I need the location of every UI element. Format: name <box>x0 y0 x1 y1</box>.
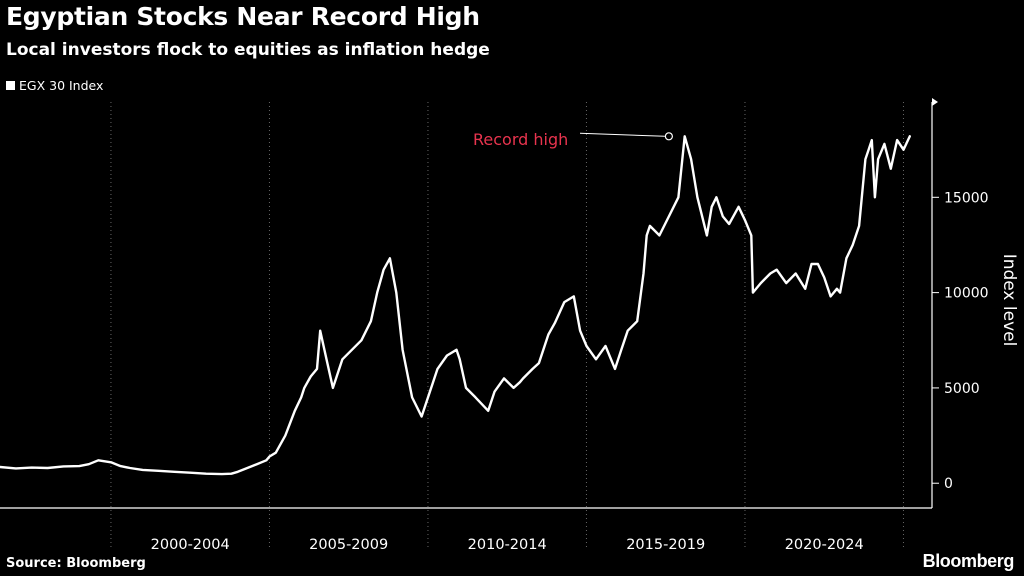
chart-title: Egyptian Stocks Near Record High <box>6 2 480 31</box>
legend-label: EGX 30 Index <box>19 78 104 93</box>
axes: 2000-2004 2005-2009 2010-2014 2015-2019 2020… <box>0 98 1019 553</box>
x-tick-label: 2000-2004 <box>151 537 230 553</box>
x-tick-label: 2015-2019 <box>626 537 705 553</box>
legend: EGX 30 Index <box>6 78 103 93</box>
y-tick-label: 10000 <box>944 286 989 302</box>
x-tick-label: 2010-2014 <box>468 537 547 553</box>
brand-logo: Bloomberg <box>922 551 1015 571</box>
annotation-label: Record high <box>473 130 568 149</box>
source-note: Source: Bloomberg <box>6 556 146 571</box>
y-tick-label: 15000 <box>944 190 989 206</box>
x-tick-label: 2020-2024 <box>785 537 864 553</box>
x-tick-label: 2005-2009 <box>309 537 388 553</box>
y-tick-label: 5000 <box>944 381 980 397</box>
legend-swatch <box>6 81 15 90</box>
grid <box>110 102 904 548</box>
y-axis-arrow <box>932 98 938 106</box>
y-tick-label: 0 <box>944 476 953 492</box>
annotation-marker <box>664 132 673 141</box>
chart-subtitle: Local investors flock to equities as inf… <box>6 40 490 60</box>
annotation-leader <box>579 132 665 137</box>
y-axis-label: Index level <box>999 254 1019 347</box>
series <box>0 135 911 476</box>
annotations: Record high <box>473 130 673 149</box>
series-line-egx30 <box>0 135 911 476</box>
